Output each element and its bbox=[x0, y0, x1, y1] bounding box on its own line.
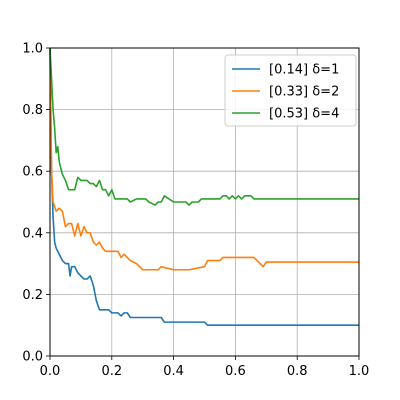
x-tick-label: 0.4 bbox=[163, 364, 184, 379]
y-tick-label: 0.2 bbox=[22, 288, 43, 303]
legend-label: [0.14] δ=1 bbox=[269, 63, 339, 78]
legend-label: [0.53] δ=4 bbox=[269, 107, 339, 122]
series-lines bbox=[49, 47, 359, 327]
y-axis: 0.0 0.2 0.4 0.6 0.8 1.0 bbox=[22, 42, 50, 365]
y-tick-label: 0.6 bbox=[22, 165, 43, 180]
x-tick-label: 0.6 bbox=[225, 364, 246, 379]
x-tick-label: 0.0 bbox=[40, 364, 61, 379]
legend: [0.14] δ=1 [0.33] δ=2 [0.53] δ=4 bbox=[224, 54, 357, 127]
plot-frame bbox=[49, 47, 360, 357]
x-tick-label: 0.2 bbox=[101, 364, 122, 379]
x-tick-label: 0.8 bbox=[287, 364, 308, 379]
y-tick-label: 0.4 bbox=[22, 226, 43, 241]
x-tick-label: 1.0 bbox=[349, 364, 370, 379]
legend-box bbox=[224, 54, 357, 127]
y-tick-label: 0.0 bbox=[22, 350, 43, 365]
series-line-2 bbox=[49, 47, 359, 271]
x-axis: 0.0 0.2 0.4 0.6 0.8 1.0 bbox=[40, 356, 370, 379]
series-line-3 bbox=[49, 47, 359, 206]
legend-label: [0.33] δ=2 bbox=[269, 85, 339, 100]
y-tick-label: 1.0 bbox=[22, 42, 43, 57]
series-line-1 bbox=[49, 47, 359, 327]
y-tick-label: 0.8 bbox=[22, 103, 43, 118]
